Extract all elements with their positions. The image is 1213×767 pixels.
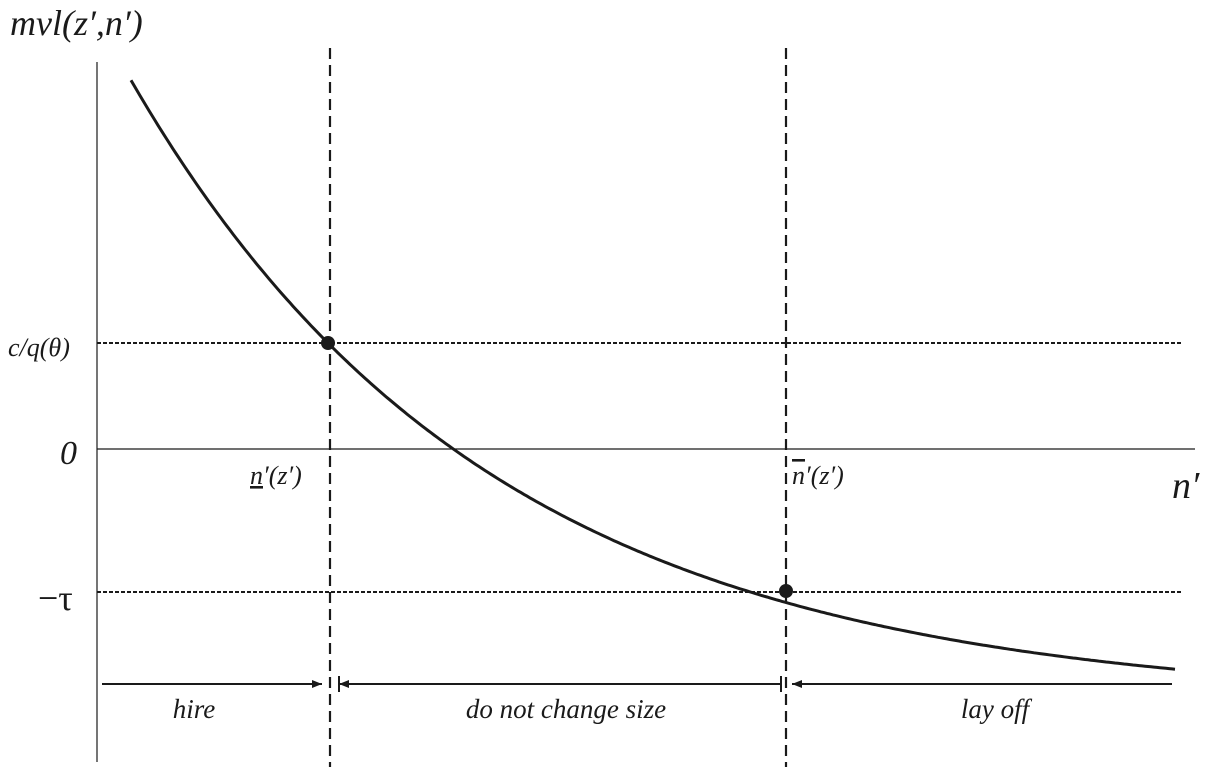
upper-threshold-label: n′(z′) [792, 461, 844, 490]
lower-threshold-label: n′(z′) [250, 461, 302, 490]
upper-level-label: c/q(θ) [8, 333, 70, 362]
intersection-dot-upper [321, 336, 335, 350]
lay-off-label: lay off [961, 694, 1033, 724]
x-axis-label: n′ [1172, 465, 1200, 507]
upper-threshold-suffix: ′(z′) [805, 461, 844, 490]
hire-label: hire [173, 694, 216, 724]
hold-label: do not change size [466, 694, 666, 724]
lower-threshold-letter: n [250, 461, 263, 490]
intersection-dot-lower [779, 584, 793, 598]
lower-threshold-suffix: ′(z′) [263, 461, 302, 490]
y-axis-label: mvl(z′,n′) [10, 3, 143, 43]
mvl-curve [129, 79, 1176, 671]
zero-label: 0 [60, 435, 77, 472]
lower-level-label: −τ [38, 578, 73, 618]
upper-threshold-letter: n [792, 461, 805, 490]
